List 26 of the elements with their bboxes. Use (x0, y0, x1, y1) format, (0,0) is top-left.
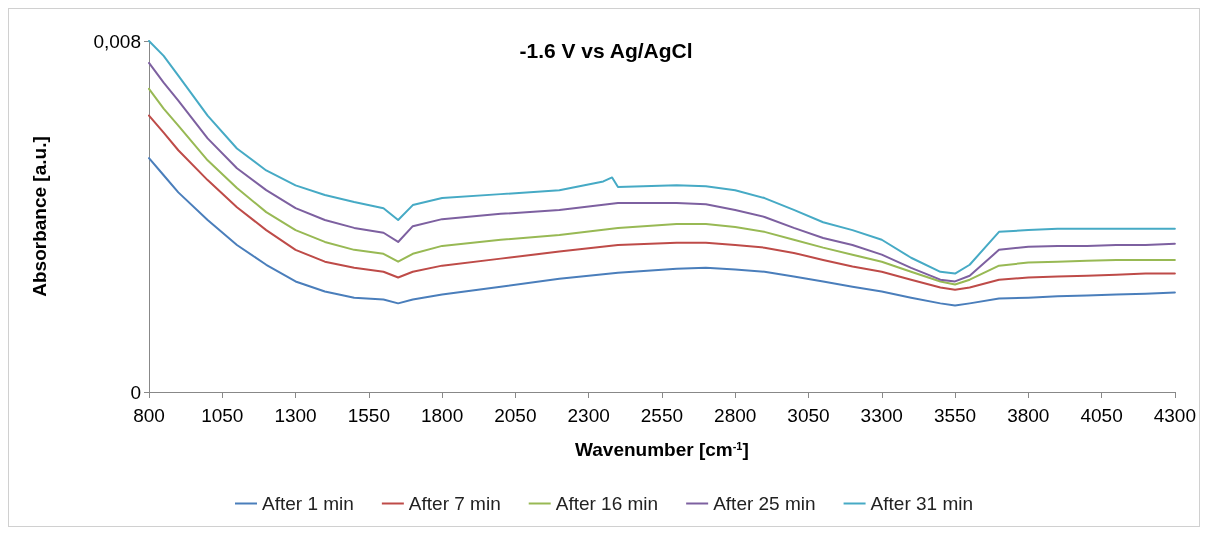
chart-title: -1.6 V vs Ag/AgCl (519, 39, 693, 62)
legend-label: After 1 min (261, 493, 354, 514)
y-tick-label: 0,008 (93, 30, 141, 52)
y-tick-label: 0 (130, 381, 141, 403)
y-axis-title: Absorbance [a.u.] (29, 136, 50, 297)
legend-label: After 25 min (713, 493, 816, 514)
x-tick-label: 3050 (787, 405, 830, 426)
x-tick-label: 1800 (420, 405, 464, 426)
x-tick-label: 3800 (1007, 405, 1050, 426)
legend-label: After 31 min (870, 493, 974, 514)
legend-label: After 7 min (408, 493, 501, 514)
line-series (148, 157, 1176, 307)
x-tick-label: 2300 (567, 405, 610, 426)
x-tick-label: 2800 (714, 405, 757, 426)
x-tick-label: 3300 (860, 405, 903, 426)
x-tick-label: 4300 (1153, 405, 1197, 426)
x-tick-label: 1300 (274, 405, 317, 426)
x-tick-label: 800 (133, 405, 165, 426)
x-tick-label: 1050 (201, 405, 244, 426)
x-tick-label: 3550 (933, 405, 977, 426)
legend-label: After 16 min (555, 493, 659, 514)
x-tick-label: 4050 (1080, 405, 1123, 426)
line-series (148, 114, 1176, 291)
x-tick-label: 2550 (640, 405, 684, 426)
x-tick-label: 2050 (494, 405, 537, 426)
x-tick-label: 1550 (347, 405, 390, 426)
